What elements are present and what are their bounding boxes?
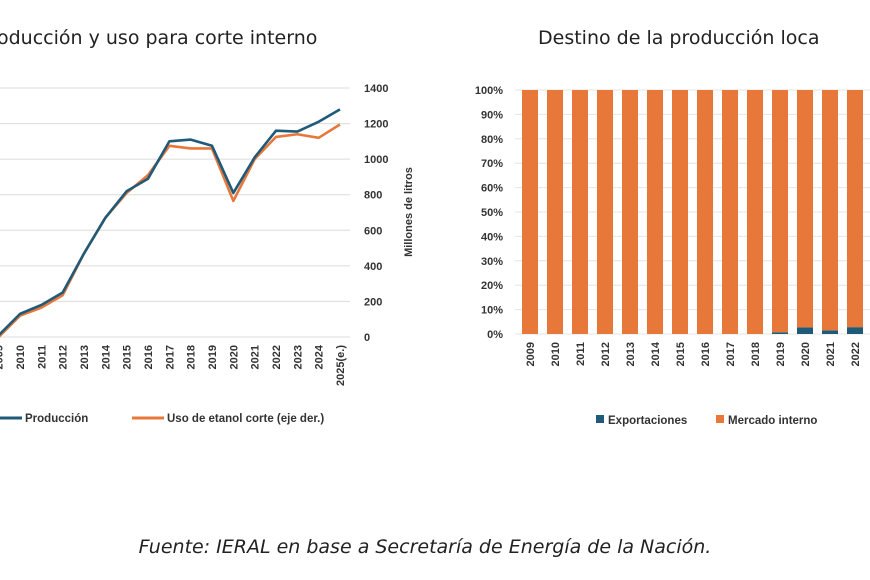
y-tick-label: 60% bbox=[481, 183, 503, 195]
y-tick-label: 10% bbox=[481, 305, 503, 317]
x-tick-label: 2016 bbox=[700, 342, 712, 366]
line-chart: 0 200 400 600 800 1000 1200 1400 Millones de lit… bbox=[0, 83, 415, 425]
x-tick-label: 2016 bbox=[143, 345, 155, 369]
y-axis-label: Millones de litros bbox=[403, 167, 415, 257]
x-tick-label: 2021 bbox=[250, 345, 262, 369]
series-line-producci-n bbox=[0, 108, 341, 336]
x-tick-label: 2014 bbox=[100, 344, 112, 369]
x-tick-label: 2012 bbox=[58, 345, 70, 369]
x-tick-label: 2024 bbox=[314, 344, 326, 369]
bar-chart: 0% 10% 20% 30% 40% 50% 60% 70% 80% 90% 100% 2009 201… bbox=[475, 85, 870, 427]
x-tick-label: 2020 bbox=[800, 342, 812, 366]
x-tick-label: 2015 bbox=[675, 342, 687, 366]
y-tick-label: 20% bbox=[481, 280, 503, 292]
legend-label: Producción bbox=[25, 413, 88, 425]
series-line-uso-de-etanol-corte-eje-der- bbox=[0, 123, 341, 338]
x-tick-label: 2021 bbox=[825, 342, 837, 366]
y-tick-label: 0% bbox=[487, 329, 503, 341]
legend-swatch bbox=[716, 415, 724, 423]
bar-mercado-interno bbox=[547, 90, 563, 334]
bar-mercado-interno bbox=[522, 90, 538, 334]
bar-mercado-interno bbox=[697, 90, 713, 334]
legend-swatch bbox=[596, 415, 604, 423]
bar-exportaciones bbox=[797, 327, 813, 334]
x-tick-label: 2013 bbox=[79, 345, 91, 369]
x-tick-label: 2010 bbox=[550, 342, 562, 366]
x-tick-label: 2012 bbox=[600, 342, 612, 366]
y-tick-label: 80% bbox=[481, 134, 503, 146]
y-tick-label: 50% bbox=[481, 207, 503, 219]
x-tick-label: 2023 bbox=[292, 345, 304, 369]
legend-label: Exportaciones bbox=[608, 415, 687, 427]
bar-mercado-interno bbox=[822, 90, 838, 331]
x-tick-label: 2025(e.) bbox=[335, 345, 347, 386]
y-tick-label: 1400 bbox=[364, 83, 388, 95]
x-tick-label: 2011 bbox=[36, 345, 48, 369]
bar-mercado-interno bbox=[647, 90, 663, 334]
y-tick-label: 90% bbox=[481, 109, 503, 121]
x-tick-label: 2014 bbox=[650, 341, 662, 366]
bar-exportaciones bbox=[772, 332, 788, 334]
bar-mercado-interno bbox=[597, 90, 613, 334]
y-tick-label: 600 bbox=[364, 225, 382, 237]
x-tick-label: 2018 bbox=[186, 345, 198, 369]
y-tick-label: 40% bbox=[481, 231, 503, 243]
bar-mercado-interno bbox=[722, 90, 738, 334]
y-tick-label: 1200 bbox=[364, 119, 388, 131]
x-tick-label: 2011 bbox=[575, 342, 587, 366]
bar-mercado-interno bbox=[622, 90, 638, 334]
x-tick-label: 2013 bbox=[625, 342, 637, 366]
bar-mercado-interno bbox=[672, 90, 688, 334]
y-tick-label: 200 bbox=[364, 296, 382, 308]
x-tick-label: 2022 bbox=[271, 345, 283, 369]
y-tick-label: 0 bbox=[364, 332, 370, 344]
x-tick-label: 2009 bbox=[0, 345, 6, 369]
bar-exportaciones bbox=[847, 327, 863, 334]
y-tick-label: 100% bbox=[475, 85, 503, 97]
x-tick-label: 2017 bbox=[164, 345, 176, 369]
x-tick-label: 2018 bbox=[750, 342, 762, 366]
x-tick-label: 2020 bbox=[228, 345, 240, 369]
bar-exportaciones bbox=[822, 330, 838, 334]
legend-label: Mercado interno bbox=[728, 415, 817, 427]
bar-mercado-interno bbox=[572, 90, 588, 334]
x-tick-label: 2022 bbox=[850, 342, 862, 366]
x-tick-label: 2010 bbox=[15, 345, 27, 369]
bar-chart-title: Destino de la producción loca bbox=[538, 27, 819, 49]
x-tick-label: 2009 bbox=[525, 342, 537, 366]
bar-mercado-interno bbox=[747, 90, 763, 334]
y-tick-label: 800 bbox=[364, 190, 382, 202]
bar-mercado-interno bbox=[847, 90, 863, 328]
legend-label: Uso de etanol corte (eje der.) bbox=[167, 413, 324, 425]
bar-mercado-interno bbox=[797, 90, 813, 328]
x-tick-label: 2017 bbox=[725, 342, 737, 366]
x-tick-label: 2019 bbox=[207, 345, 219, 369]
y-tick-label: 30% bbox=[481, 256, 503, 268]
bar-mercado-interno bbox=[772, 90, 788, 333]
x-tick-label: 2019 bbox=[775, 342, 787, 366]
x-tick-label: 2015 bbox=[122, 345, 134, 369]
y-tick-label: 400 bbox=[364, 261, 382, 273]
line-chart-title: oducción y uso para corte interno bbox=[0, 27, 317, 49]
y-tick-label: 1000 bbox=[364, 154, 388, 166]
source-note: Fuente: IERAL en base a Secretaría de En… bbox=[139, 536, 712, 558]
y-tick-label: 70% bbox=[481, 158, 503, 170]
